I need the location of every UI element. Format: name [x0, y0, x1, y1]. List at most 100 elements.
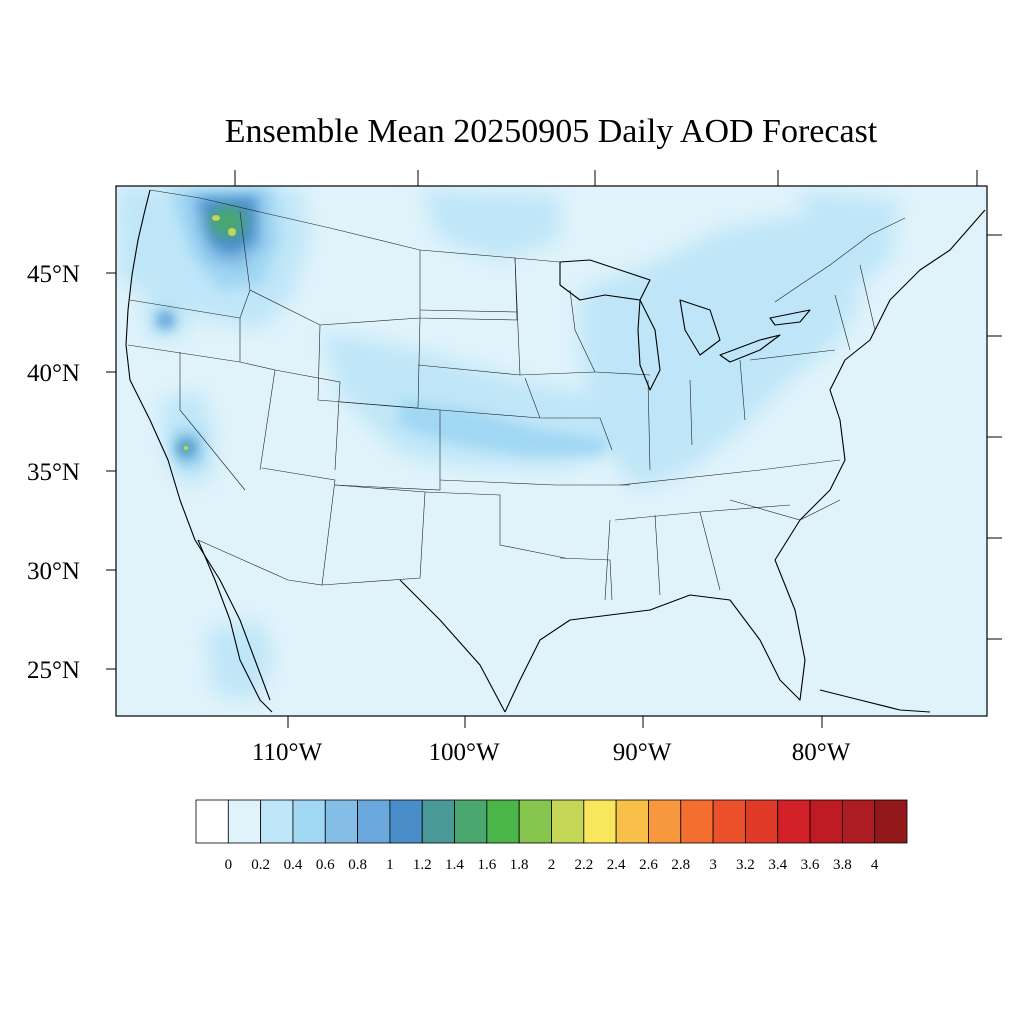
lat-label: 30°N	[27, 558, 80, 585]
california-hotspot-peak	[184, 446, 188, 450]
colorbar-swatch	[389, 799, 423, 844]
colorbar-label: 0.2	[251, 857, 270, 873]
lon-label: 80°W	[792, 739, 851, 766]
pennsylvania-ny	[749, 349, 836, 361]
atlantic-coast	[774, 209, 986, 561]
oklahoma-texas	[424, 491, 566, 559]
iowa-missouri	[524, 377, 613, 451]
colorbar	[195, 799, 908, 844]
coastlines	[125, 189, 986, 713]
great-lakes-light	[580, 215, 860, 490]
colorbar-swatch	[454, 799, 488, 844]
map-frame	[116, 186, 987, 716]
colorbar-label: 2.8	[671, 857, 690, 873]
aod-field	[116, 186, 900, 700]
colorbar-swatch	[615, 799, 649, 844]
colorbar-label: 2.2	[574, 857, 593, 873]
colorbar-label: 2	[548, 857, 556, 873]
baja-peninsula	[197, 539, 273, 713]
colorbar-swatch	[777, 799, 811, 844]
lat-label: 45°N	[27, 261, 80, 288]
colorbar-swatch	[583, 799, 617, 844]
new-england-light	[800, 190, 900, 300]
longitude-labels: 110°W 100°W 90°W 80°W	[252, 739, 851, 766]
wisconsin-illinois	[594, 371, 651, 376]
lat-label: 35°N	[27, 459, 80, 486]
lon-label: 100°W	[428, 739, 499, 766]
colorado-box	[334, 401, 441, 491]
colorbar-swatch	[518, 799, 552, 844]
colorbar-label: 0.4	[284, 857, 303, 873]
colorbar-swatch	[745, 799, 779, 844]
new-england	[834, 264, 876, 351]
colorbar-swatch	[195, 799, 229, 844]
colorbar-swatch	[648, 799, 682, 844]
idaho-border	[239, 211, 251, 362]
colorbar-labels: 0 0.2 0.4 0.6 0.8 1 1.2 1.4 1.6 1.8 2 2.2 2.4 2.6 2.8 3…	[225, 857, 879, 873]
colorbar-label: 1.4	[445, 857, 464, 873]
axis-ticks	[106, 170, 1002, 728]
lon-label: 110°W	[252, 739, 323, 766]
cuba-coast	[819, 689, 931, 713]
lake-erie	[719, 334, 781, 363]
colorbar-swatch	[809, 799, 843, 844]
colorbar-label: 3.6	[801, 857, 820, 873]
colorbar-label: 2.4	[607, 857, 626, 873]
colorbar-swatch	[680, 799, 714, 844]
colorbar-label: 3	[709, 857, 717, 873]
washington-oregon	[129, 299, 241, 319]
lake-huron	[679, 299, 721, 356]
map-border	[115, 185, 988, 717]
colorbar-swatch	[227, 799, 262, 844]
gulf-coast	[399, 559, 806, 713]
colorbar-label: 3.4	[768, 857, 787, 873]
ohio-pennsylvania	[739, 359, 746, 421]
oregon-hotspot	[161, 314, 171, 326]
indiana-ohio	[689, 379, 693, 446]
colorbar-swatch	[551, 799, 585, 844]
northwest-hotspot-peak-1	[212, 215, 220, 221]
northwest-hotspot-peak-2	[228, 228, 236, 236]
colorbar-label: 0.8	[348, 857, 367, 873]
lon-label: 90°W	[613, 739, 672, 766]
colorbar-label: 1.2	[413, 857, 432, 873]
tennessee-north	[619, 459, 841, 486]
colorbar-label: 2.6	[639, 857, 658, 873]
dakotas	[419, 250, 518, 321]
arkansas-louisiana	[559, 557, 613, 601]
colorbar-label: 1	[386, 857, 394, 873]
colorbar-swatch	[421, 799, 455, 844]
colorbar-label: 0.6	[316, 857, 335, 873]
colorbar-swatch	[292, 799, 326, 844]
oregon-california	[127, 344, 241, 363]
state-boundaries	[127, 189, 906, 601]
canada-border-east	[774, 217, 906, 303]
colorbar-label: 0	[225, 857, 233, 873]
kansas-oklahoma	[439, 479, 556, 486]
colorbar-swatch	[260, 799, 294, 844]
colorbar-swatch	[712, 799, 746, 844]
nd-sd	[419, 309, 518, 313]
colorbar-label: 1.6	[477, 857, 496, 873]
lat-label: 40°N	[27, 360, 80, 387]
colorbar-label: 4	[871, 857, 879, 873]
illinois-indiana	[647, 379, 651, 471]
lat-label: 25°N	[27, 657, 80, 684]
lake-michigan	[637, 299, 661, 391]
mississippi-alabama	[604, 511, 721, 601]
colorbar-swatch	[874, 799, 908, 844]
colorbar-label: 3.2	[736, 857, 755, 873]
central-plains-band-medium	[400, 400, 610, 455]
lake-ontario	[769, 309, 811, 326]
california-nevada	[179, 352, 246, 491]
colorbar-swatch	[486, 799, 520, 844]
new-mexico	[321, 484, 426, 586]
northwest-hotspot-green	[210, 207, 246, 237]
nebraska-kansas	[439, 409, 541, 419]
colorbar-label: 3.8	[833, 857, 852, 873]
latitude-labels: 45°N 40°N 35°N 30°N 25°N	[27, 261, 80, 684]
colorbar-label: 1.8	[510, 857, 529, 873]
sd-nebraska	[417, 364, 521, 376]
map-title: Ensemble Mean 20250905 Daily AOD Forecas…	[225, 113, 878, 150]
